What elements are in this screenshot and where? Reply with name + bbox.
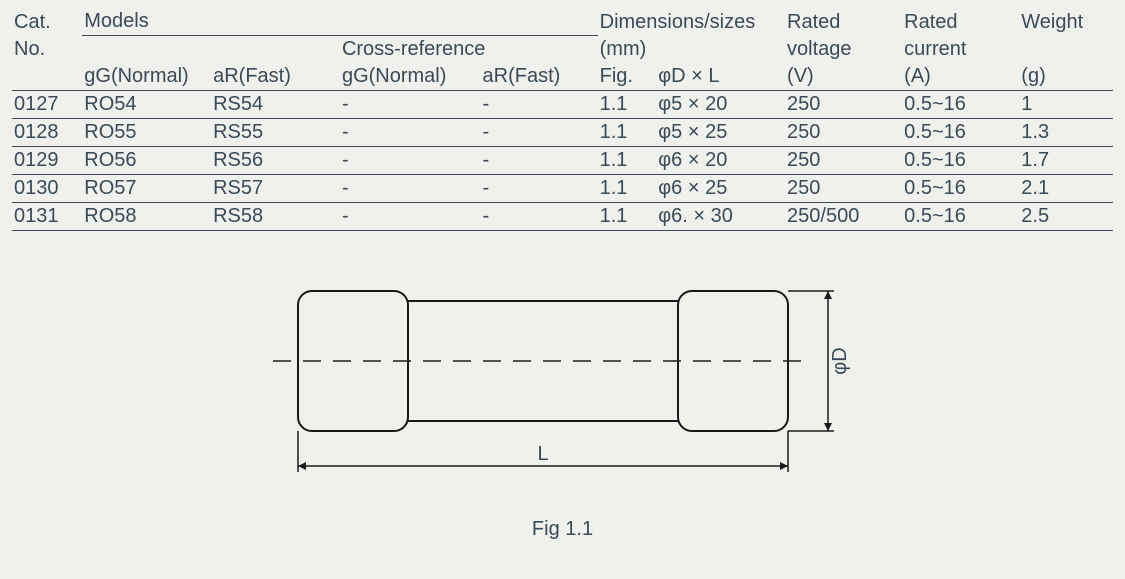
hdr-crossref: Cross-reference (340, 36, 598, 64)
hdr-rated-current-3: (A) (902, 63, 1019, 91)
table-cell: 250 (785, 119, 902, 147)
table-cell: φ5 × 25 (656, 119, 785, 147)
figure-wrap: LφD Fig 1.1 (12, 271, 1113, 541)
hdr-rated-current: Rated (902, 8, 1019, 36)
table-cell: 1.3 (1019, 119, 1113, 147)
table-cell: 1.1 (598, 203, 657, 231)
table-cell: φ6. × 30 (656, 203, 785, 231)
table-cell: RO57 (82, 175, 211, 203)
table-cell: 0.5~16 (902, 175, 1019, 203)
table-cell: 0.5~16 (902, 203, 1019, 231)
table-cell: 250 (785, 91, 902, 119)
table-cell: RS56 (211, 147, 340, 175)
table-cell: φ6 × 20 (656, 147, 785, 175)
hdr-rated-voltage: Rated (785, 8, 902, 36)
hdr-ar-cr: aR(Fast) (481, 63, 598, 91)
table-cell: 1.1 (598, 119, 657, 147)
table-cell: - (340, 147, 481, 175)
hdr-rated-voltage-2: voltage (785, 36, 902, 64)
table-header: Cat. Models Dimensions/sizes Rated Rated… (12, 8, 1113, 91)
table-cell: - (481, 175, 598, 203)
table-cell: RO56 (82, 147, 211, 175)
table-body: 0127RO54RS54--1.1φ5 × 202500.5~1610128RO… (12, 91, 1113, 231)
svg-text:φD: φD (829, 347, 851, 374)
svg-text:L: L (537, 443, 548, 465)
table-cell: 0129 (12, 147, 82, 175)
table-cell: - (481, 203, 598, 231)
table-cell: 250 (785, 147, 902, 175)
hdr-ar: aR(Fast) (211, 63, 340, 91)
hdr-weight-2: (g) (1019, 63, 1113, 91)
table-cell: 0.5~16 (902, 119, 1019, 147)
table-cell: 1 (1019, 91, 1113, 119)
table-row: 0129RO56RS56--1.1φ6 × 202500.5~161.7 (12, 147, 1113, 175)
hdr-dimensions: Dimensions/sizes (598, 8, 785, 36)
table-cell: - (481, 91, 598, 119)
table-cell: RO55 (82, 119, 211, 147)
hdr-dimensions-2: (mm) (598, 36, 785, 64)
table-cell: 0128 (12, 119, 82, 147)
table-cell: 0127 (12, 91, 82, 119)
table-row: 0127RO54RS54--1.1φ5 × 202500.5~161 (12, 91, 1113, 119)
table-cell: RS58 (211, 203, 340, 231)
table-cell: φ5 × 20 (656, 91, 785, 119)
table-cell: 1.1 (598, 91, 657, 119)
hdr-rated-current-2: current (902, 36, 1019, 64)
table-cell: - (340, 203, 481, 231)
fuse-diagram: LφD (243, 271, 883, 511)
table-cell: RS54 (211, 91, 340, 119)
table-cell: - (340, 119, 481, 147)
table-row: 0131RO58RS58--1.1φ6. × 30250/5000.5~162.… (12, 203, 1113, 231)
hdr-catno: Cat. (12, 8, 82, 36)
table-cell: RS57 (211, 175, 340, 203)
table-cell: RO58 (82, 203, 211, 231)
table-cell: RO54 (82, 91, 211, 119)
table-row: 0130RO57RS57--1.1φ6 × 252500.5~162.1 (12, 175, 1113, 203)
hdr-catno-2: No. (12, 36, 82, 64)
hdr-gg: gG(Normal) (82, 63, 211, 91)
table-cell: 250/500 (785, 203, 902, 231)
table-row: 0128RO55RS55--1.1φ5 × 252500.5~161.3 (12, 119, 1113, 147)
table-cell: 0.5~16 (902, 91, 1019, 119)
figure-caption: Fig 1.1 (12, 518, 1113, 541)
table-cell: - (481, 119, 598, 147)
table-cell: 0131 (12, 203, 82, 231)
table-cell: RS55 (211, 119, 340, 147)
table-cell: - (481, 147, 598, 175)
hdr-gg-cr: gG(Normal) (340, 63, 481, 91)
table-cell: 1.1 (598, 175, 657, 203)
table-cell: - (340, 91, 481, 119)
hdr-weight: Weight (1019, 8, 1113, 36)
table-cell: 2.5 (1019, 203, 1113, 231)
hdr-fig: Fig. (598, 63, 657, 91)
table-cell: 250 (785, 175, 902, 203)
table-cell: 0.5~16 (902, 147, 1019, 175)
hdr-rated-voltage-3: (V) (785, 63, 902, 91)
hdr-models: Models (82, 8, 597, 36)
table-cell: φ6 × 25 (656, 175, 785, 203)
hdr-phidl: φD × L (656, 63, 785, 91)
table-cell: 1.1 (598, 147, 657, 175)
table-cell: 0130 (12, 175, 82, 203)
table-cell: 1.7 (1019, 147, 1113, 175)
table-cell: 2.1 (1019, 175, 1113, 203)
table-cell: - (340, 175, 481, 203)
spec-table: Cat. Models Dimensions/sizes Rated Rated… (12, 8, 1113, 231)
